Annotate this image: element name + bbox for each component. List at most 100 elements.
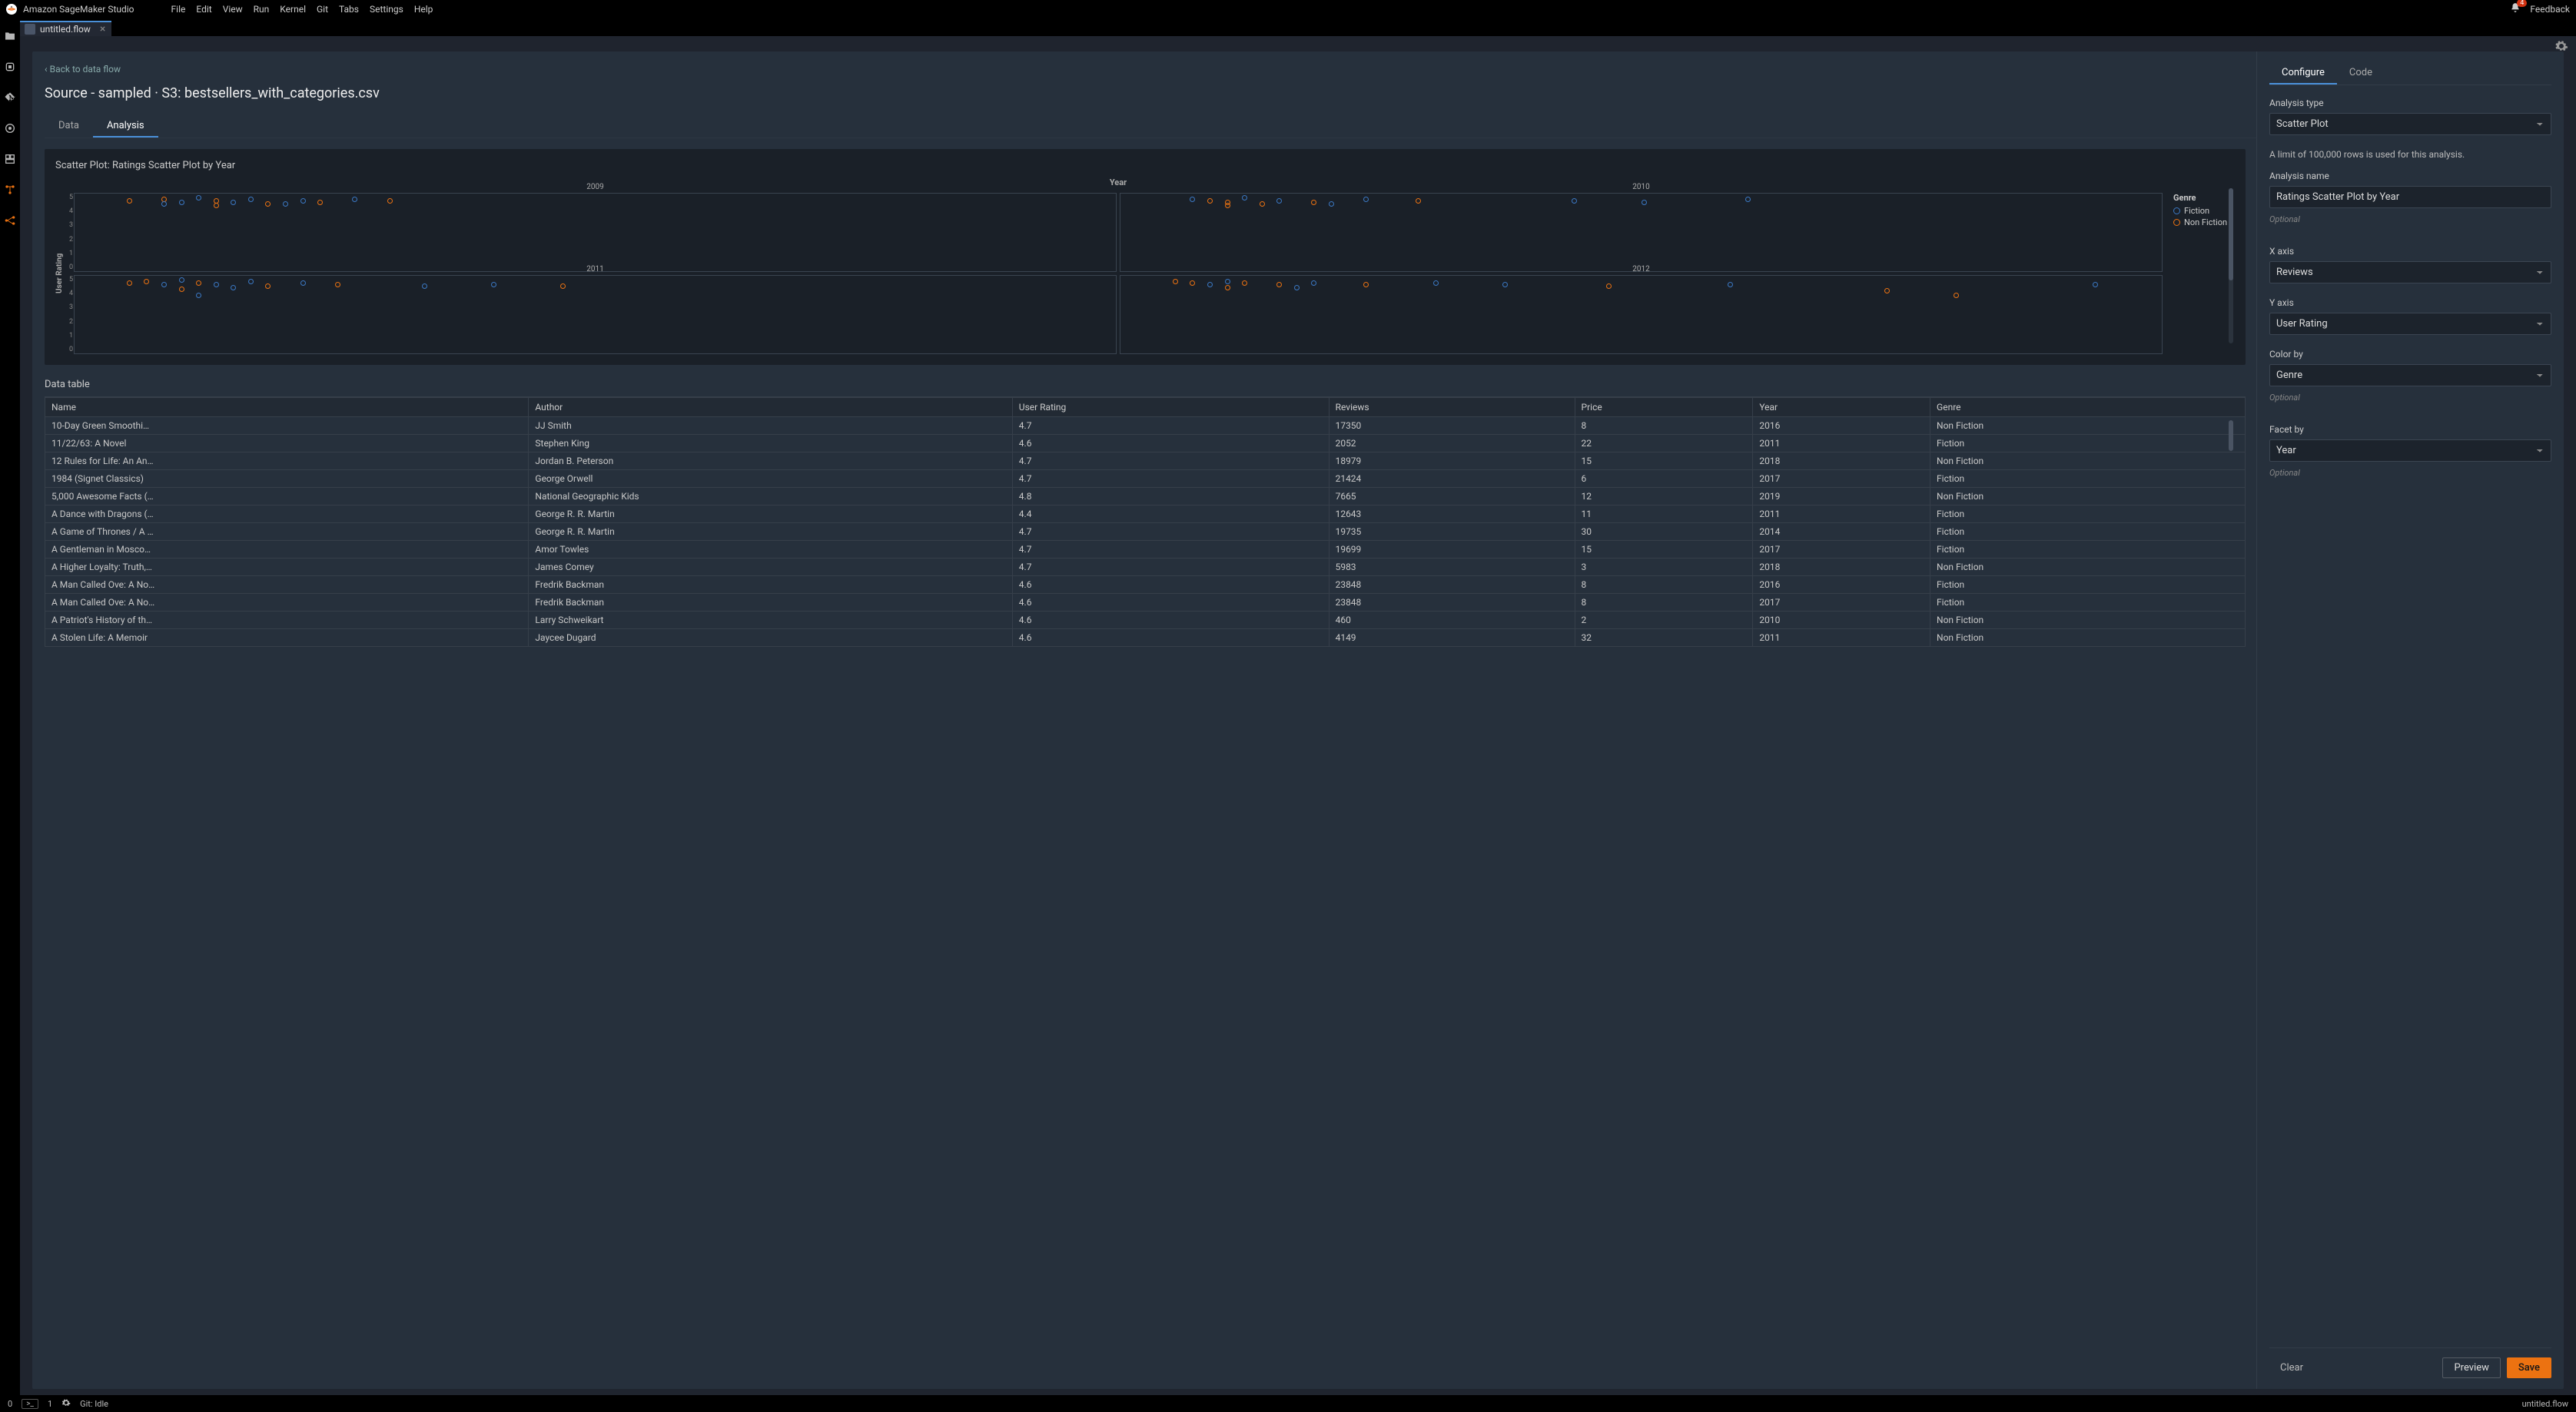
column-header[interactable]: Genre xyxy=(1930,398,2246,417)
save-button[interactable]: Save xyxy=(2507,1357,2551,1378)
table-cell: Fredrik Backman xyxy=(529,576,1012,594)
notifications-icon[interactable]: 4 xyxy=(2510,2,2521,16)
menu-edit[interactable]: Edit xyxy=(196,4,211,15)
legend-item: Fiction xyxy=(2173,206,2235,216)
column-header[interactable]: Year xyxy=(1753,398,1930,417)
xaxis-select[interactable]: Reviews xyxy=(2269,261,2551,283)
table-row[interactable]: A Gentleman in Mosco…Amor Towles4.719699… xyxy=(45,541,2246,559)
facetby-select[interactable]: Year xyxy=(2269,439,2551,462)
column-header[interactable]: Name xyxy=(45,398,529,417)
tab-code[interactable]: Code xyxy=(2337,62,2385,85)
menu-view[interactable]: View xyxy=(223,4,243,15)
folder-icon[interactable] xyxy=(4,30,16,42)
menu-file[interactable]: File xyxy=(171,4,186,15)
column-header[interactable]: User Rating xyxy=(1012,398,1329,417)
chart-point xyxy=(300,198,306,204)
preview-button[interactable]: Preview xyxy=(2442,1357,2500,1378)
colorby-select[interactable]: Genre xyxy=(2269,364,2551,386)
app-title: Amazon SageMaker Studio xyxy=(23,4,134,15)
table-row[interactable]: 11/22/63: A NovelStephen King4.620522220… xyxy=(45,435,2246,452)
table-cell: George R. R. Martin xyxy=(529,523,1012,541)
table-cell: 2017 xyxy=(1753,594,1930,612)
status-one[interactable]: 1 xyxy=(48,1399,52,1409)
table-cell: 5,000 Awesome Facts (… xyxy=(45,488,529,505)
components-icon[interactable] xyxy=(4,184,16,196)
data-table-label: Data table xyxy=(45,379,2246,390)
chart-point xyxy=(387,198,393,204)
table-cell: 15 xyxy=(1575,541,1753,559)
table-row[interactable]: 1984 (Signet Classics)George Orwell4.721… xyxy=(45,470,2246,488)
clear-button[interactable]: Clear xyxy=(2269,1358,2314,1377)
table-cell: A Higher Loyalty: Truth,… xyxy=(45,559,529,576)
table-cell: 23848 xyxy=(1329,576,1575,594)
tab-analysis[interactable]: Analysis xyxy=(93,115,158,138)
chart-point xyxy=(1311,200,1316,205)
limit-info: A limit of 100,000 rows is used for this… xyxy=(2269,149,2551,160)
jupyter-logo-icon xyxy=(6,4,17,15)
table-cell: 22 xyxy=(1575,435,1753,452)
status-zero[interactable]: 0 xyxy=(8,1399,12,1409)
table-cell: Non Fiction xyxy=(1930,417,2246,435)
table-cell: 2052 xyxy=(1329,435,1575,452)
chart-scrollbar-thumb[interactable] xyxy=(2229,188,2233,280)
table-row[interactable]: A Man Called Ove: A No…Fredrik Backman4.… xyxy=(45,594,2246,612)
table-row[interactable]: A Game of Thrones / A …George R. R. Mart… xyxy=(45,523,2246,541)
tab-configure[interactable]: Configure xyxy=(2269,62,2337,85)
table-row[interactable]: 12 Rules for Life: An An…Jordan B. Peter… xyxy=(45,452,2246,470)
menu-settings[interactable]: Settings xyxy=(370,4,403,15)
commands-icon[interactable] xyxy=(4,122,16,134)
status-settings-icon[interactable] xyxy=(61,1398,71,1410)
running-icon[interactable] xyxy=(4,61,16,73)
chart-title: Scatter Plot: Ratings Scatter Plot by Ye… xyxy=(55,160,2235,171)
table-row[interactable]: 10-Day Green Smoothi…JJ Smith4.717350820… xyxy=(45,417,2246,435)
chart-point xyxy=(248,197,254,202)
column-header[interactable]: Author xyxy=(529,398,1012,417)
menu-run[interactable]: Run xyxy=(254,4,270,15)
table-cell: A Game of Thrones / A … xyxy=(45,523,529,541)
status-terminal-icon[interactable]: >_ xyxy=(22,1399,38,1409)
back-link[interactable]: Back to data flow xyxy=(45,64,2256,75)
table-cell: A Man Called Ove: A No… xyxy=(45,576,529,594)
toc-icon[interactable] xyxy=(4,153,16,165)
table-cell: 2016 xyxy=(1753,417,1930,435)
column-header[interactable]: Reviews xyxy=(1329,398,1575,417)
facetby-label: Facet by xyxy=(2269,424,2551,435)
table-cell: Stephen King xyxy=(529,435,1012,452)
table-scrollbar-thumb[interactable] xyxy=(2229,420,2233,451)
chart-point xyxy=(1745,197,1751,202)
table-row[interactable]: 5,000 Awesome Facts (…National Geographi… xyxy=(45,488,2246,505)
chart-point xyxy=(1416,198,1421,204)
table-row[interactable]: A Man Called Ove: A No…Fredrik Backman4.… xyxy=(45,576,2246,594)
yaxis-select[interactable]: User Rating xyxy=(2269,313,2551,335)
chart-point xyxy=(1242,280,1247,286)
table-cell: 2010 xyxy=(1753,612,1930,629)
table-cell: 4149 xyxy=(1329,629,1575,647)
file-tab[interactable]: untitled.flow × xyxy=(20,21,111,36)
table-cell: George R. R. Martin xyxy=(529,505,1012,523)
git-icon[interactable] xyxy=(4,91,16,104)
table-cell: JJ Smith xyxy=(529,417,1012,435)
table-row[interactable]: A Patriot's History of th…Larry Schweika… xyxy=(45,612,2246,629)
menu-kernel[interactable]: Kernel xyxy=(280,4,306,15)
analysis-type-select[interactable]: Scatter Plot xyxy=(2269,113,2551,135)
endpoints-icon[interactable] xyxy=(4,214,16,227)
chart-point xyxy=(352,197,357,202)
legend-title: Genre xyxy=(2173,193,2235,203)
table-row[interactable]: A Dance with Dragons (…George R. R. Mart… xyxy=(45,505,2246,523)
menu-help[interactable]: Help xyxy=(414,4,433,15)
table-cell: 4.8 xyxy=(1012,488,1329,505)
column-header[interactable]: Price xyxy=(1575,398,1753,417)
menu-tabs[interactable]: Tabs xyxy=(339,4,359,15)
status-git[interactable]: Git: Idle xyxy=(80,1399,108,1409)
chart-point xyxy=(144,279,149,284)
settings-gear-icon[interactable] xyxy=(2554,39,2568,57)
table-cell: Non Fiction xyxy=(1930,488,2246,505)
table-row[interactable]: A Higher Loyalty: Truth,…James Comey4.75… xyxy=(45,559,2246,576)
tab-data[interactable]: Data xyxy=(45,115,93,138)
menu-git[interactable]: Git xyxy=(317,4,328,15)
analysis-name-input[interactable] xyxy=(2269,186,2551,208)
main-menu: File Edit View Run Kernel Git Tabs Settings Help xyxy=(171,4,433,15)
close-tab-icon[interactable]: × xyxy=(100,23,105,35)
table-row[interactable]: A Stolen Life: A MemoirJaycee Dugard4.64… xyxy=(45,629,2246,647)
feedback-link[interactable]: Feedback xyxy=(2530,4,2570,15)
